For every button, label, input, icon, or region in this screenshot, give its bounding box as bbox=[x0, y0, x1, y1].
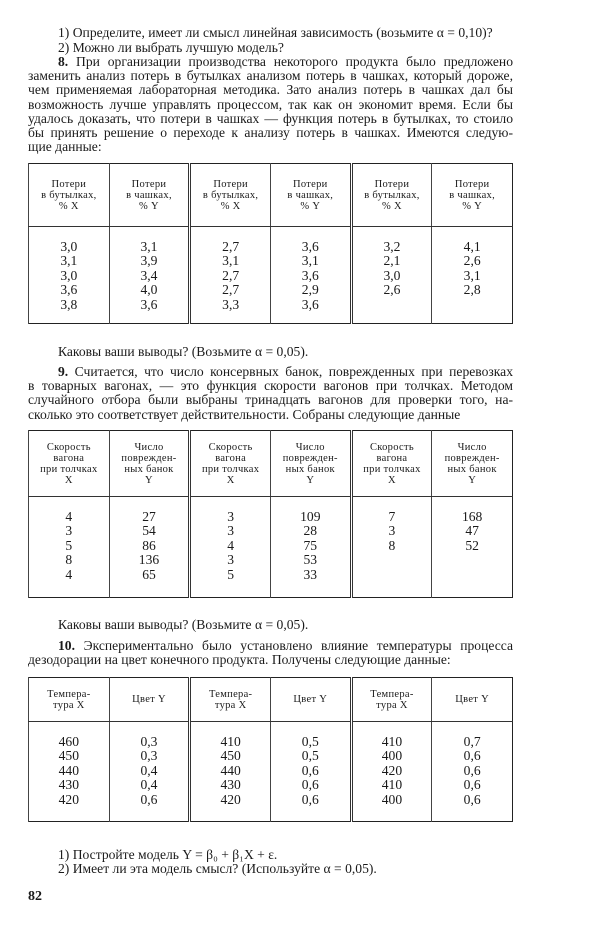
page-number: 82 bbox=[28, 889, 42, 904]
paragraph-line: случайного отбора были выбраны тринадцат… bbox=[28, 392, 513, 408]
problem-9-text: 9. Считается, что число консервных банок… bbox=[28, 364, 513, 422]
column-header: Число поврежден- ных банок Y bbox=[108, 430, 190, 497]
problem-number: 10. bbox=[58, 638, 75, 653]
paragraph-line: удалось доказать, что потери в чашках — … bbox=[28, 110, 513, 126]
paragraph-line: возможность лучше управлять процессом, т… bbox=[28, 96, 513, 112]
paragraph-line-text: Экспериментально было установлено влияни… bbox=[83, 638, 513, 653]
column-values: 27 54 86 136 65 bbox=[108, 496, 190, 598]
column-header: Потери в чашках, % Y bbox=[269, 163, 352, 227]
paragraph-line: 9. Считается, что число консервных банок… bbox=[28, 364, 513, 379]
column-values: 460 450 440 430 420 bbox=[28, 721, 110, 822]
column-values: 3,2 2,1 3,0 2,6 bbox=[349, 226, 432, 324]
column-values: 410 450 440 430 420 bbox=[188, 721, 271, 822]
column-values: 168 47 52 bbox=[431, 496, 513, 598]
column-values: 3 3 4 3 5 bbox=[188, 496, 271, 598]
problem-10-question-2: 2) Имеет ли эта модель смысл? (Используй… bbox=[58, 861, 377, 876]
paragraph-line-text: При организации производства некоторого … bbox=[76, 54, 514, 69]
column-header: Число поврежден- ных банок Y bbox=[269, 430, 352, 497]
problem-number: 8. bbox=[58, 54, 69, 69]
paragraph-line: дезодорации на цвет конечного продукта. … bbox=[28, 652, 451, 668]
column-header: Потери в чашках, % Y bbox=[108, 163, 190, 227]
column-header: Цвет Y bbox=[108, 677, 190, 722]
paragraph-line: сколько это соответствует действительнос… bbox=[28, 406, 461, 422]
column-values: 0,7 0,6 0,6 0,6 0,6 bbox=[431, 721, 513, 822]
problem-9-table: Скорость вагона при толчках X Число повре… bbox=[28, 430, 513, 598]
column-header: Потери в бутылках, % X bbox=[28, 163, 110, 227]
paragraph-line: 10. Экспериментально было установлено вл… bbox=[28, 638, 513, 653]
intro-question-2: 2) Можно ли выбрать лучшую модель? bbox=[58, 40, 284, 55]
column-header: Потери в бутылках, % X bbox=[349, 163, 432, 227]
column-values: 4,1 2,6 3,1 2,8 bbox=[431, 226, 513, 324]
problem-8-table: Потери в бутылках, % X Потери в чашках, %… bbox=[28, 163, 513, 324]
problem-10-text: 10. Экспериментально было установлено вл… bbox=[28, 638, 513, 668]
column-header: Темпера- тура X bbox=[188, 677, 271, 722]
paragraph-line: бы принять решение о переходе к анализу … bbox=[28, 124, 513, 140]
column-values: 3,1 3,9 3,4 4,0 3,6 bbox=[108, 226, 190, 324]
paragraph-line: заменить анализ потерь в бутылках анализ… bbox=[28, 68, 513, 84]
paragraph-line-text: Считается, что число консервных банок, п… bbox=[74, 364, 513, 379]
column-header: Потери в бутылках, % X bbox=[188, 163, 271, 227]
column-header: Число поврежден- ных банок Y bbox=[431, 430, 513, 497]
column-header: Цвет Y bbox=[431, 677, 513, 722]
column-header: Скорость вагона при толчках X bbox=[28, 430, 110, 497]
intro-question-1: 1) Определите, имеет ли смысл линейная з… bbox=[58, 25, 493, 40]
column-values: 7 3 8 bbox=[349, 496, 432, 598]
column-values: 109 28 75 53 33 bbox=[269, 496, 352, 598]
paragraph-line: 8. При организации производства некоторо… bbox=[28, 54, 514, 69]
column-header: Темпера- тура X bbox=[28, 677, 110, 722]
paragraph-line: в товарных вагонах, — это функция скорос… bbox=[28, 378, 513, 394]
paragraph-line: чем применяемая лабораторная методика. З… bbox=[28, 82, 513, 98]
paragraph-line: щие данные: bbox=[28, 139, 102, 155]
column-values: 2,7 3,1 2,7 2,7 3,3 bbox=[188, 226, 271, 324]
problem-number: 9. bbox=[58, 364, 69, 379]
column-values: 0,3 0,3 0,4 0,4 0,6 bbox=[108, 721, 190, 822]
column-header: Темпера- тура X bbox=[349, 677, 432, 722]
column-values: 4 3 5 8 4 bbox=[28, 496, 110, 598]
column-header: Скорость вагона при толчках X bbox=[349, 430, 432, 497]
problem-8-text: 8. При организации производства некоторо… bbox=[28, 54, 514, 155]
problem-10-table: Темпера- тура X Цвет Y Темпера- тура X Цвет… bbox=[28, 677, 513, 822]
problem-9-conclusion: Каковы ваши выводы? (Возьмите α = 0,05). bbox=[58, 617, 309, 632]
column-values: 0,5 0,5 0,6 0,6 0,6 bbox=[269, 721, 352, 822]
column-header: Потери в чашках, % Y bbox=[431, 163, 513, 227]
problem-8-conclusion: Каковы ваши выводы? (Возьмите α = 0,05). bbox=[58, 344, 309, 359]
problem-10-question-1: 1) Постройте модель Y = β₀ + β₁X + ε. bbox=[58, 847, 278, 862]
column-header: Скорость вагона при толчках X bbox=[188, 430, 271, 497]
column-values: 3,0 3,1 3,0 3,6 3,8 bbox=[28, 226, 110, 324]
column-values: 3,6 3,1 3,6 2,9 3,6 bbox=[269, 226, 352, 324]
column-values: 410 400 420 410 400 bbox=[349, 721, 432, 822]
column-header: Цвет Y bbox=[269, 677, 352, 722]
